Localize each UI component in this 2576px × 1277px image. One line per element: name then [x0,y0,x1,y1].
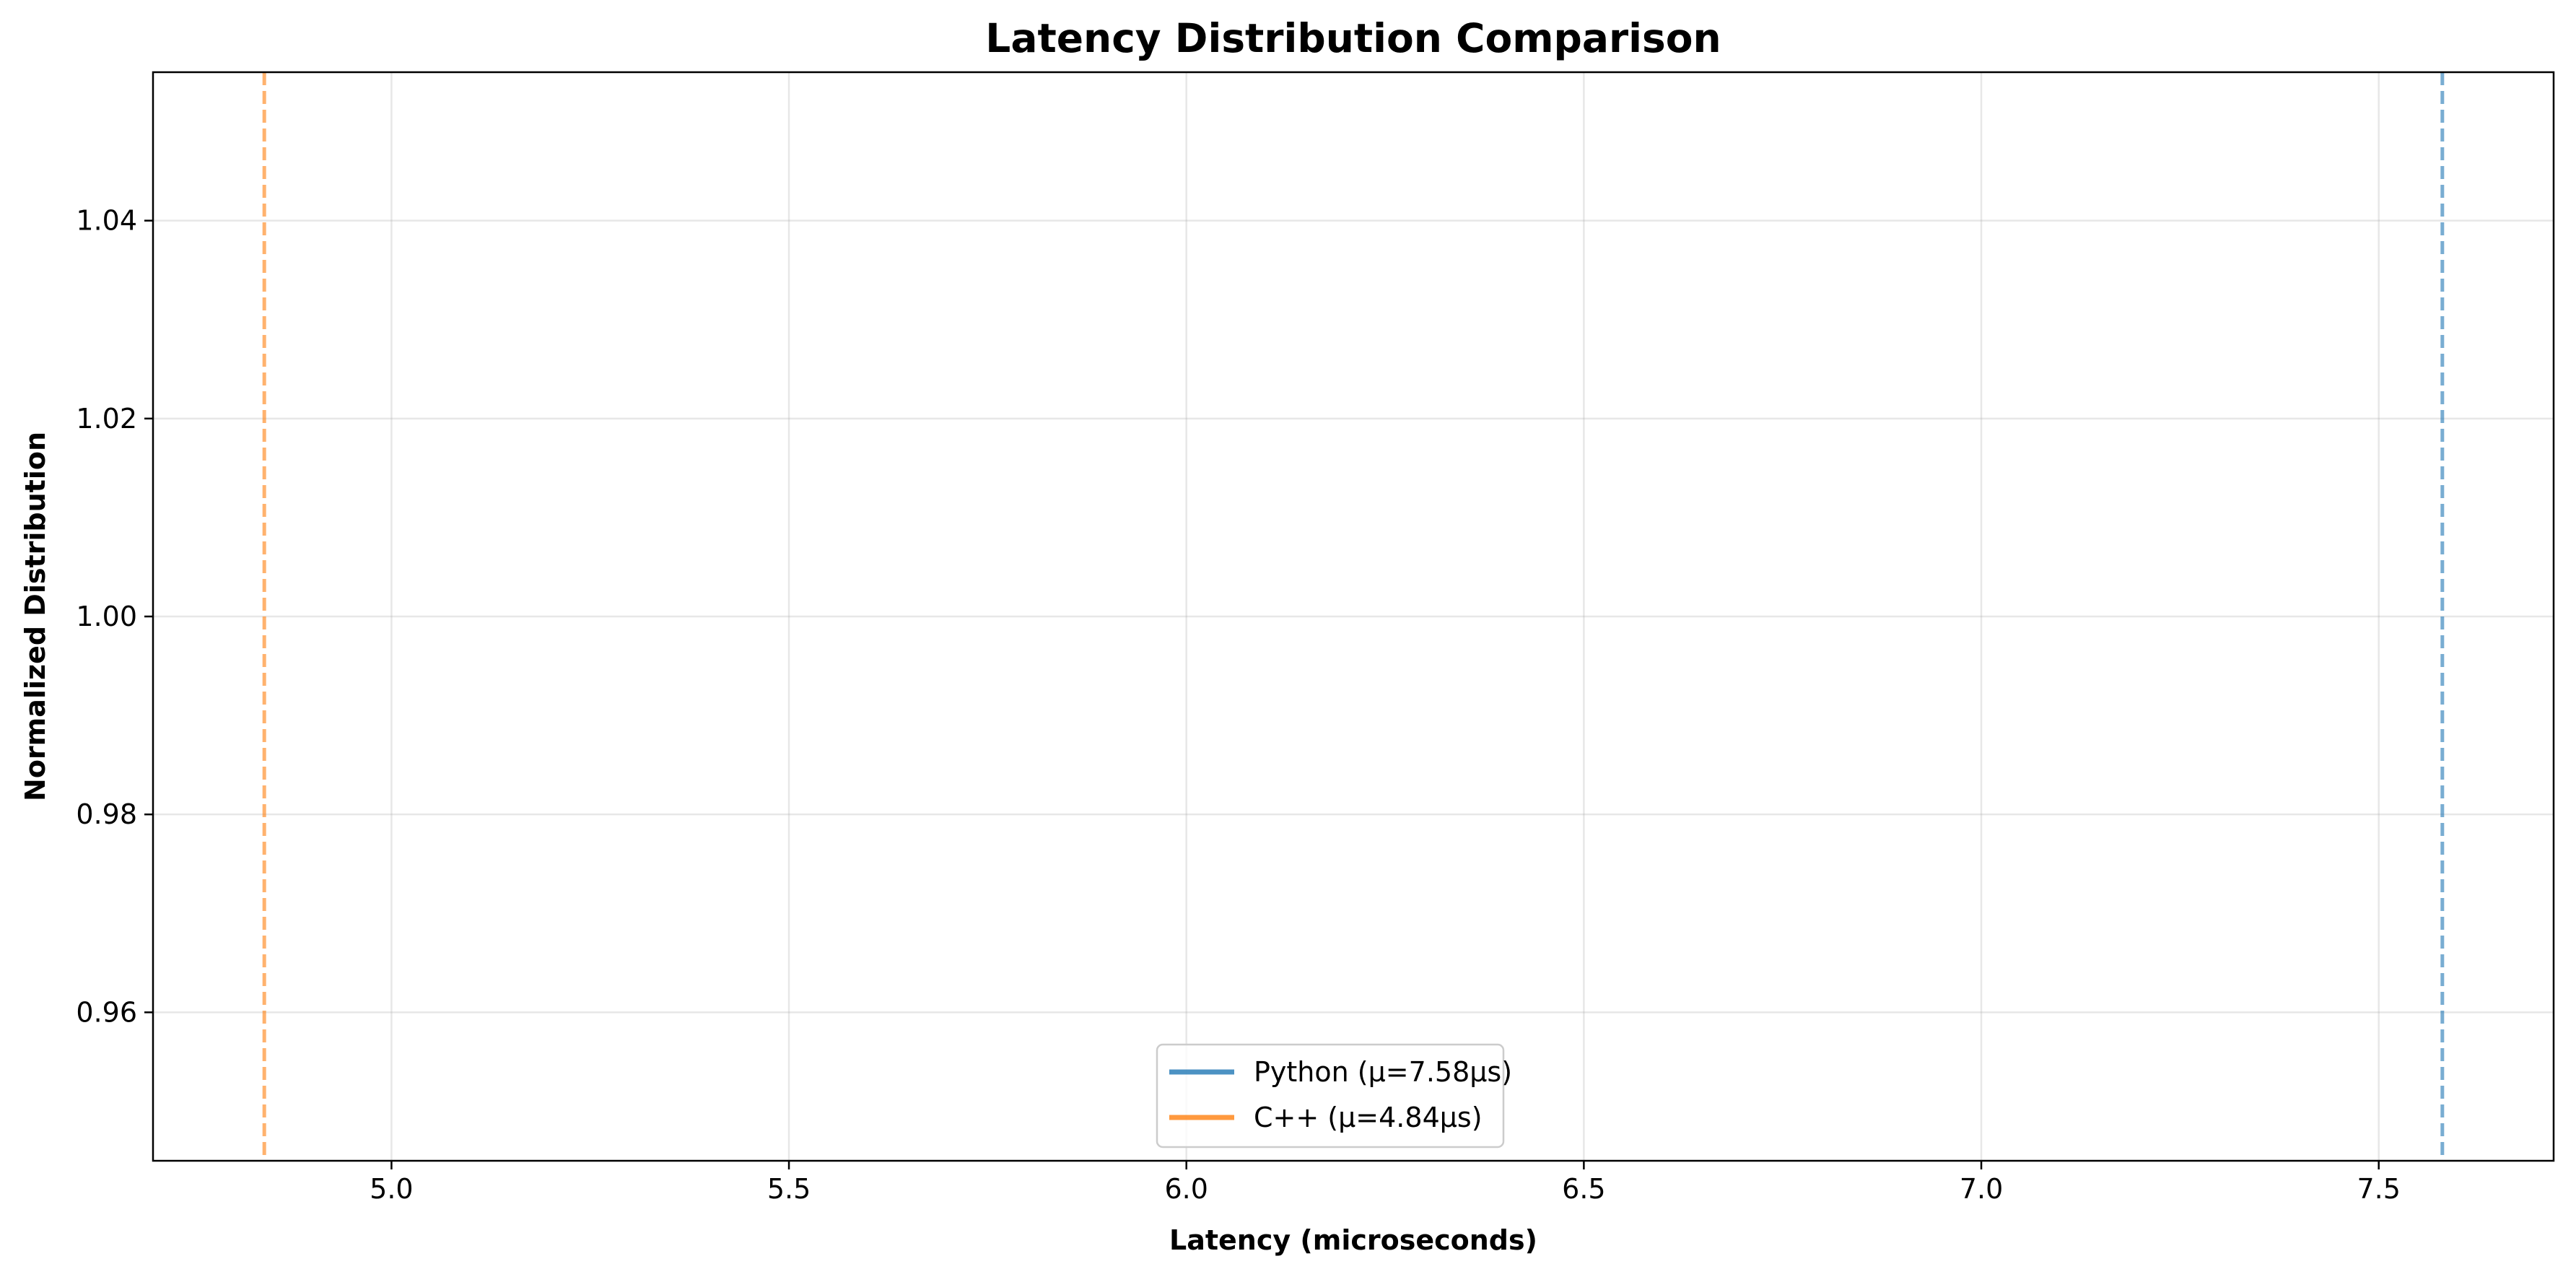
x-tick-label: 7.0 [1960,1173,2003,1205]
y-tick-label: 0.98 [76,798,137,830]
x-tick-label: 7.5 [2357,1173,2400,1205]
axis-ticks: 5.0 5.5 6.0 6.5 7.0 7.5 0.96 0.98 1.00 1.02 1.04 [76,205,2401,1205]
legend-label-cpp: C++ (μ=4.84μs) [1254,1102,1483,1133]
x-tick-label: 5.0 [370,1173,413,1205]
legend-box [1156,1043,1505,1149]
x-tick-label: 5.5 [767,1173,811,1205]
chart-title: Latency Distribution Comparison [985,15,1721,61]
y-tick-label: 0.96 [76,996,137,1028]
legend-label-python: Python (μ=7.58μs) [1254,1056,1512,1088]
y-axis-label: Normalized Distribution [19,432,51,801]
y-tick-label: 1.02 [76,403,137,435]
grid-lines [153,72,2554,1161]
y-tick-label: 1.04 [76,205,137,237]
legend: Python (μ=7.58μs) C++ (μ=4.84μs) [1156,1043,1512,1149]
x-tick-label: 6.5 [1562,1173,1605,1205]
x-axis-label: Latency (microseconds) [1169,1224,1537,1256]
y-tick-label: 1.00 [76,601,137,632]
mean-lines [262,72,2445,1161]
x-tick-label: 6.0 [1165,1173,1208,1205]
